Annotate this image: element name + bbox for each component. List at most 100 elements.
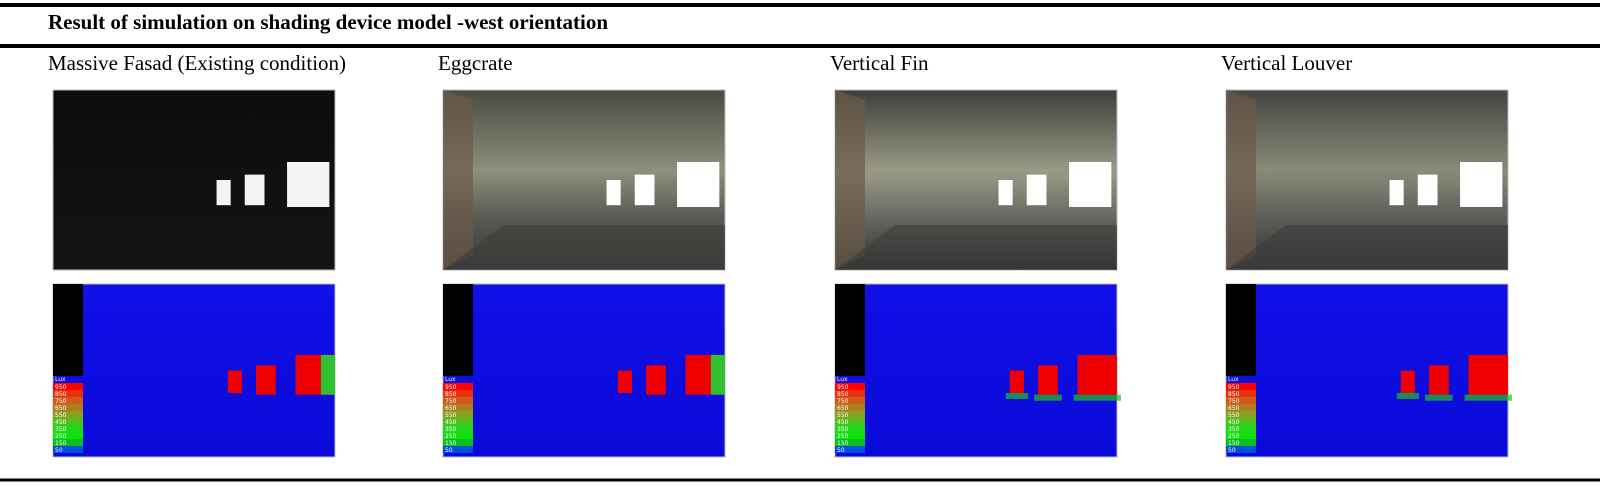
legend-band	[443, 439, 473, 446]
window	[677, 162, 720, 207]
legend-label: 950	[837, 384, 849, 391]
falsecolor-image	[1225, 283, 1509, 458]
window	[1389, 180, 1404, 206]
side-wall	[1226, 90, 1256, 270]
legend-band	[835, 432, 865, 439]
legend-label: 550	[837, 412, 849, 419]
legend-band	[53, 432, 83, 439]
legend-band	[53, 411, 83, 418]
legend-band	[835, 397, 865, 404]
legend-band	[53, 418, 83, 425]
legend-label: 550	[445, 412, 457, 419]
window	[1460, 162, 1503, 207]
side-wall	[835, 90, 865, 270]
legend-label: 750	[55, 398, 67, 405]
legend-label: 350	[837, 426, 849, 433]
legend-band	[835, 425, 865, 432]
legend-band	[53, 425, 83, 432]
legend-label: 750	[837, 398, 849, 405]
legend-label: 50	[837, 447, 845, 454]
legend-label: 750	[1228, 398, 1240, 405]
legend-label: 650	[837, 405, 849, 412]
legend-label: 450	[1228, 419, 1240, 426]
window	[998, 180, 1013, 206]
legend-label: 550	[1228, 412, 1240, 419]
legend-band	[1226, 439, 1256, 446]
legend-label: 850	[837, 391, 849, 398]
legend-band	[443, 411, 473, 418]
column-heading: Vertical Louver	[1221, 51, 1352, 75]
legend-label: 350	[445, 426, 457, 433]
window-red	[617, 370, 632, 393]
window	[287, 162, 330, 207]
legend-band	[443, 404, 473, 411]
legend-label: 150	[1228, 440, 1240, 447]
legend-band	[835, 446, 865, 453]
window-glow	[1034, 394, 1062, 401]
legend-band	[1226, 404, 1256, 411]
side-wall	[443, 90, 473, 270]
legend-band	[1226, 390, 1256, 397]
legend-band	[53, 404, 83, 411]
window	[216, 180, 231, 206]
legend-band	[443, 418, 473, 425]
title: Result of simulation on shading device m…	[48, 10, 608, 34]
window-glow	[1073, 394, 1121, 401]
legend-band	[53, 446, 83, 453]
window-glow	[1425, 394, 1453, 401]
legend-band	[835, 418, 865, 425]
window-red	[256, 365, 276, 395]
falsecolor-image	[442, 283, 726, 458]
window	[634, 174, 655, 206]
legend-black	[53, 284, 83, 376]
column-heading: Vertical Fin	[830, 51, 929, 75]
legend-label: 250	[55, 433, 67, 440]
legend-label: 650	[1228, 405, 1240, 412]
legend-label: 50	[445, 447, 453, 454]
legend-label: 950	[1228, 384, 1240, 391]
floor	[443, 225, 725, 270]
legend-label: 450	[837, 419, 849, 426]
column-heading: Massive Fasad (Existing condition)	[48, 51, 346, 75]
legend-band	[835, 439, 865, 446]
window-red	[1429, 365, 1449, 395]
legend-band	[1226, 397, 1256, 404]
legend-band	[835, 411, 865, 418]
window	[244, 174, 265, 206]
legend-title: Lux	[1228, 376, 1239, 383]
window	[1026, 174, 1047, 206]
window-red	[1400, 370, 1415, 393]
window	[1417, 174, 1438, 206]
legend-title: Lux	[55, 376, 66, 383]
legend-label: 950	[55, 384, 67, 391]
window	[1069, 162, 1112, 207]
window-glow	[1464, 394, 1512, 401]
legend-band	[1226, 432, 1256, 439]
legend-band	[443, 425, 473, 432]
legend-label: 350	[1228, 426, 1240, 433]
legend-label: 450	[55, 419, 67, 426]
legend-black	[1226, 284, 1256, 376]
legend-label: 150	[55, 440, 67, 447]
legend-band	[835, 390, 865, 397]
window-red	[227, 370, 242, 393]
window-green	[710, 354, 725, 395]
legend-band	[53, 383, 83, 390]
legend-label: 950	[445, 384, 457, 391]
falsecolor-image	[834, 283, 1118, 458]
legend-band	[53, 439, 83, 446]
legend-band	[443, 383, 473, 390]
legend-band	[443, 390, 473, 397]
legend-band	[1226, 446, 1256, 453]
window-red	[646, 365, 666, 395]
legend-label: 150	[445, 440, 457, 447]
floor	[835, 225, 1117, 270]
legend-label: 750	[445, 398, 457, 405]
legend-title: Lux	[837, 376, 848, 383]
legend-label: 50	[55, 447, 63, 454]
legend-label: 450	[445, 419, 457, 426]
legend-label: 850	[1228, 391, 1240, 398]
legend-band	[53, 390, 83, 397]
legend-label: 150	[837, 440, 849, 447]
